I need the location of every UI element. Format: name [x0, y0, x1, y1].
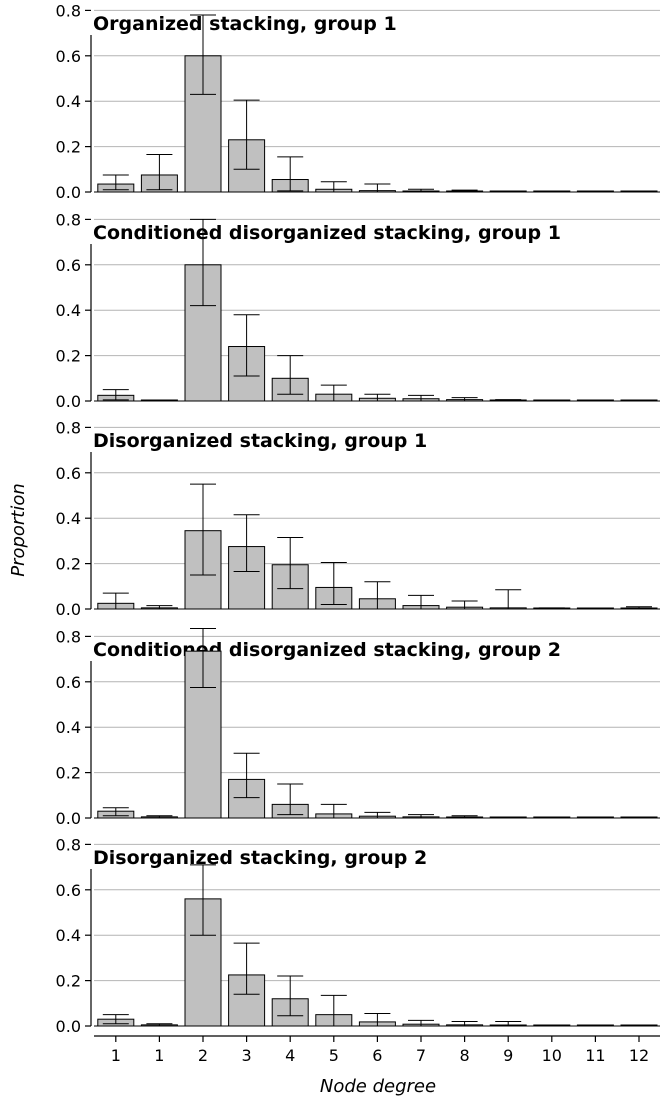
- panel-title: Disorganized stacking, group 1: [93, 430, 427, 452]
- error-bar: [320, 561, 347, 605]
- x-tick-label: 3: [242, 1046, 252, 1065]
- y-tick-label: 0.4: [56, 509, 81, 528]
- error-bar: [277, 536, 304, 590]
- error-bar: [190, 14, 216, 95]
- y-tick-label: 0.4: [56, 92, 81, 111]
- y-tick-label: 0.0: [56, 1017, 81, 1036]
- y-tick-label: 0.0: [56, 183, 81, 202]
- error-bar: [190, 864, 216, 936]
- y-tick-label: 0.2: [56, 764, 81, 783]
- error-bar: [233, 99, 260, 170]
- chart-panel: Disorganized stacking, group 1 0.0 0.2 0.4 0…: [56, 418, 660, 619]
- y-tick-label: 0.6: [56, 47, 81, 66]
- error-bar: [277, 156, 304, 192]
- x-axis-label: Node degree: [320, 1076, 436, 1097]
- x-tick-label: 11: [585, 1046, 605, 1065]
- x-tick-label: 5: [329, 1046, 339, 1065]
- y-tick-label: 0.2: [56, 138, 81, 157]
- x-tick-label: 7: [416, 1046, 426, 1065]
- y-tick-label: 0.8: [56, 210, 81, 229]
- y-tick-label: 0.0: [56, 600, 81, 619]
- x-tick-label: 1: [154, 1046, 164, 1065]
- chart-panel: Conditioned disorganized stacking, group…: [56, 210, 660, 411]
- y-tick-label: 0.6: [56, 256, 81, 275]
- error-bar: [190, 483, 216, 576]
- y-tick-label: 0.4: [56, 718, 81, 737]
- error-bar: [277, 975, 304, 1017]
- panel-title: Conditioned disorganized stacking, group…: [93, 222, 561, 244]
- x-tick-label: 1: [111, 1046, 121, 1065]
- y-tick-label: 0.8: [56, 418, 81, 437]
- error-bar: [102, 1014, 129, 1025]
- y-tick-label: 0.6: [56, 673, 81, 692]
- error-bar: [190, 218, 216, 307]
- y-tick-label: 0.0: [56, 809, 81, 828]
- error-bar: [190, 627, 216, 688]
- x-tick-label: 4: [285, 1046, 295, 1065]
- y-tick-label: 0.4: [56, 926, 81, 945]
- x-tick-label: 9: [503, 1046, 513, 1065]
- error-bar: [102, 807, 129, 817]
- error-bar: [277, 783, 304, 816]
- panel-title: Organized stacking, group 1: [93, 13, 397, 35]
- y-tick-label: 0.6: [56, 881, 81, 900]
- error-bar: [102, 389, 129, 401]
- error-bar: [495, 589, 522, 610]
- y-tick-label: 0.0: [56, 392, 81, 411]
- error-bar: [146, 154, 173, 191]
- x-tick-label: 2: [198, 1046, 208, 1065]
- error-bar: [277, 355, 304, 395]
- error-bar: [233, 942, 260, 995]
- y-tick-label: 0.8: [56, 1, 81, 20]
- chart-panels: Organized stacking, group 1 0.0 0.2 0.4 0.6 0…: [56, 1, 660, 1036]
- panel-title: Disorganized stacking, group 2: [93, 847, 427, 869]
- y-tick-label: 0.2: [56, 555, 81, 574]
- x-axis-ticks: 1 1 2 3 4 5 6 7 8 9 10 11 12: [94, 1035, 660, 1065]
- chart-panel: Disorganized stacking, group 2 0.0 0.2 0.4 0…: [56, 835, 660, 1036]
- chart-panel: Organized stacking, group 1 0.0 0.2 0.4 0.6 0…: [56, 1, 660, 202]
- y-tick-label: 0.8: [56, 627, 81, 646]
- chart-panel: Conditioned disorganized stacking, group…: [56, 627, 660, 828]
- error-bar: [233, 314, 260, 377]
- y-axis-label: Proportion: [8, 483, 29, 577]
- error-bar: [233, 514, 260, 573]
- panel-title: Conditioned disorganized stacking, group…: [93, 639, 561, 661]
- error-bar: [102, 174, 129, 191]
- y-tick-label: 0.8: [56, 835, 81, 854]
- x-tick-label: 6: [372, 1046, 382, 1065]
- y-tick-label: 0.2: [56, 347, 81, 366]
- y-tick-label: 0.4: [56, 301, 81, 320]
- y-tick-label: 0.2: [56, 972, 81, 991]
- x-tick-label: 10: [542, 1046, 562, 1065]
- x-tick-label: 8: [460, 1046, 470, 1065]
- error-bar: [233, 752, 260, 799]
- x-tick-label: 12: [629, 1046, 649, 1065]
- y-tick-label: 0.6: [56, 464, 81, 483]
